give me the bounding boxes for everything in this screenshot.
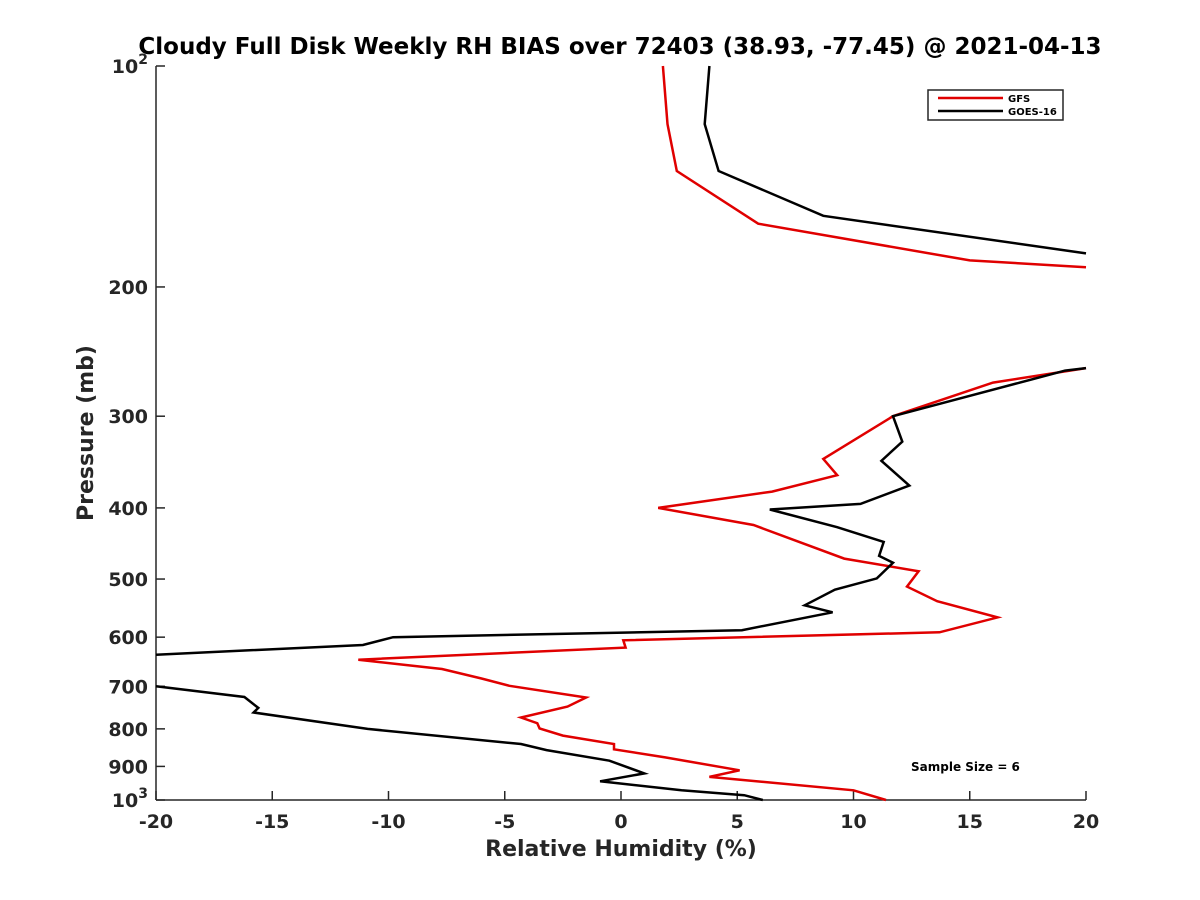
series-lines <box>155 65 1087 802</box>
x-tick-label: 10 <box>840 811 866 833</box>
legend-box <box>927 89 1064 121</box>
x-tick-label: -5 <box>494 811 515 833</box>
legend-label-gfs: GFS <box>1008 94 1030 105</box>
x-axis-label: Relative Humidity (%) <box>485 837 757 862</box>
legend-label-goes-16: GOES-16 <box>1008 107 1057 118</box>
y-tick-label-base: 500 <box>108 569 148 591</box>
series-line-goes-16 <box>155 366 1087 656</box>
y-tick-label: 300 <box>108 406 148 428</box>
y-tick-label: 400 <box>108 498 148 520</box>
x-tick-label: 5 <box>731 811 744 833</box>
y-tick-label-base: 400 <box>108 498 148 520</box>
y-tick-label: 900 <box>108 756 148 778</box>
y-axis-label: Pressure (mb) <box>74 345 99 521</box>
x-tick-label: 0 <box>614 811 627 833</box>
y-tick-label: 600 <box>108 627 148 649</box>
y-tick-label: 700 <box>108 676 148 698</box>
y-tick-label-base: 200 <box>108 277 148 299</box>
legend: GFS GOES-16 <box>927 89 1064 121</box>
y-tick-label-base: 300 <box>108 406 148 428</box>
series-line-goes-16 <box>155 685 764 802</box>
y-tick-label: 800 <box>108 719 148 741</box>
y-tick-label-base: 700 <box>108 676 148 698</box>
y-tick-label-base: 10 <box>112 790 138 812</box>
x-tick-label: 15 <box>957 811 983 833</box>
y-tick-label-base: 600 <box>108 627 148 649</box>
x-tick-label: -15 <box>255 811 289 833</box>
y-tick-label-base: 10 <box>112 56 138 78</box>
x-tick-label: -20 <box>139 811 173 833</box>
y-tick-label: 103 <box>112 786 148 812</box>
y-tick-label: 500 <box>108 569 148 591</box>
x-tick-label: -10 <box>371 811 405 833</box>
series-line-goes-16 <box>703 65 1087 255</box>
chart-title: Cloudy Full Disk Weekly RH BIAS over 724… <box>138 34 1101 60</box>
y-tick-label: 102 <box>112 52 148 78</box>
sample-size-annotation: Sample Size = 6 <box>911 760 1020 774</box>
y-tick-label: 200 <box>108 277 148 299</box>
y-tick-label-exponent: 3 <box>138 786 148 802</box>
series-line-gfs <box>358 366 1087 802</box>
plot-area <box>155 66 1086 801</box>
x-axis-ticks: -20 -15 -10 -5 0 5 10 15 20 <box>139 791 1099 833</box>
y-tick-label-base: 800 <box>108 719 148 741</box>
series-line-gfs <box>661 65 1087 269</box>
x-tick-label: 20 <box>1073 811 1099 833</box>
y-tick-label-base: 900 <box>108 756 148 778</box>
y-tick-label-exponent: 2 <box>138 52 148 68</box>
